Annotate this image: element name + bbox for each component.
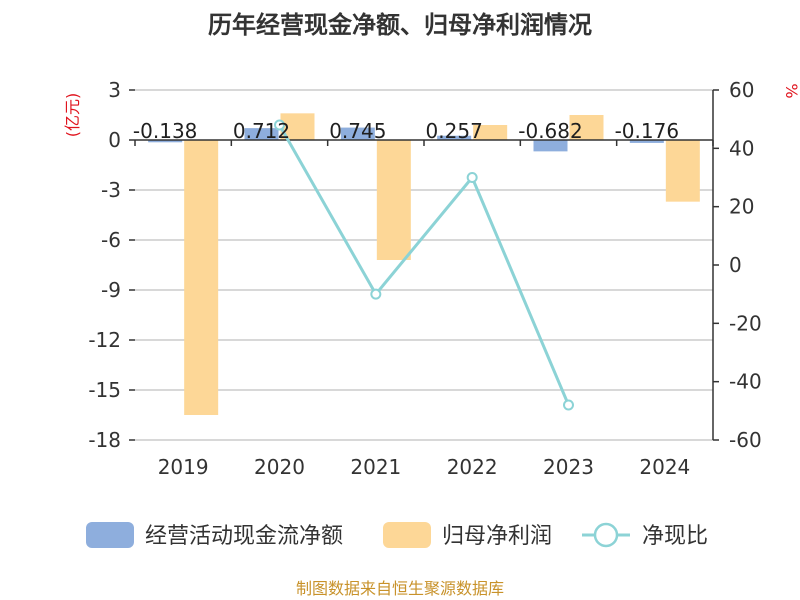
left-tick-label: 0 xyxy=(108,128,121,152)
left-axis-unit: (亿元) xyxy=(63,93,82,138)
ratio-point-2022[interactable] xyxy=(466,172,478,183)
legend-item-profit[interactable]: 归母净利润 xyxy=(383,522,552,549)
legend-swatch-profit xyxy=(383,522,431,548)
axes xyxy=(129,89,719,441)
right-tick-label: -20 xyxy=(729,311,762,335)
data-label-cashflow-2021: 0.745 xyxy=(329,119,386,143)
right-tick-label: -60 xyxy=(729,428,762,452)
bar-cashflow-2021[interactable] xyxy=(340,127,375,140)
legend-item-cashflow[interactable]: 经营活动现金流净额 xyxy=(86,522,343,549)
source-note: 制图数据来自恒生聚源数据库 xyxy=(296,579,504,598)
x-tick-label: 2023 xyxy=(543,455,594,479)
bar-profit-2023[interactable] xyxy=(569,115,604,140)
right-tick-label: 20 xyxy=(729,195,754,219)
legend-label-ratio: 净现比 xyxy=(642,524,708,549)
left-tick-label: -9 xyxy=(101,278,121,302)
bar-cashflow-2019[interactable] xyxy=(148,140,183,143)
series-ratio-line xyxy=(274,119,574,411)
ratio-point-2023[interactable] xyxy=(563,399,574,411)
data-label-cashflow-2019: -0.138 xyxy=(133,119,197,143)
legend-label-cashflow: 经营活动现金流净额 xyxy=(145,524,343,549)
x-tick-label: 2020 xyxy=(254,455,305,479)
data-label-cashflow-2024: -0.176 xyxy=(615,119,679,143)
series-profit-bars xyxy=(184,113,700,415)
right-tick-label: 40 xyxy=(729,136,754,160)
data-label-cashflow-2020: 0.712 xyxy=(233,119,290,143)
right-tick-label: 60 xyxy=(729,78,754,102)
legend: 经营活动现金流净额 归母净利润 净现比 xyxy=(86,522,708,549)
bar-cashflow-2023[interactable] xyxy=(533,140,568,152)
bar-data-labels: -0.138 0.712 0.745 0.257 -0.682 -0.176 xyxy=(133,119,679,143)
left-tick-label: -12 xyxy=(88,328,121,352)
chart-title: 历年经营现金净额、归母净利润情况 xyxy=(208,11,592,39)
series-cashflow-bars xyxy=(148,127,664,152)
right-tick-label: -40 xyxy=(729,370,762,394)
legend-item-ratio[interactable]: 净现比 xyxy=(582,522,708,549)
left-tick-label: -18 xyxy=(88,428,121,452)
x-tick-label: 2022 xyxy=(447,455,498,479)
bar-profit-2019[interactable] xyxy=(184,140,219,415)
bar-cashflow-2020[interactable] xyxy=(244,128,279,140)
left-tick-label: -15 xyxy=(88,378,121,402)
bar-cashflow-2022[interactable] xyxy=(437,135,472,140)
x-tick-label: 2024 xyxy=(639,455,690,479)
x-tick-label: 2019 xyxy=(158,455,209,479)
legend-label-profit: 归母净利润 xyxy=(442,524,552,549)
grid-lines xyxy=(135,89,713,441)
bar-cashflow-2024[interactable] xyxy=(629,140,664,143)
ratio-point-2021[interactable] xyxy=(370,288,382,300)
x-tick-label: 2021 xyxy=(350,455,401,479)
right-tick-label: 0 xyxy=(729,253,742,277)
bar-profit-2021[interactable] xyxy=(376,140,411,260)
left-tick-label: 3 xyxy=(108,78,121,102)
bar-profit-2024[interactable] xyxy=(665,140,700,202)
right-axis-unit: % xyxy=(782,83,800,98)
legend-marker-ratio xyxy=(593,522,619,548)
data-label-cashflow-2022: 0.257 xyxy=(426,119,483,143)
tick-labels: 3 0 -3 -6 -9 -12 -15 -18 60 40 20 0 -20 -40 -60 2019 202… xyxy=(88,78,761,479)
ratio-point-2020[interactable] xyxy=(274,119,285,131)
data-label-cashflow-2023: -0.682 xyxy=(518,119,582,143)
left-tick-label: -3 xyxy=(101,178,121,202)
bar-profit-2022[interactable] xyxy=(473,125,508,140)
left-tick-label: -6 xyxy=(101,228,121,252)
ratio-line-path xyxy=(278,124,570,406)
legend-swatch-cashflow xyxy=(86,522,134,548)
